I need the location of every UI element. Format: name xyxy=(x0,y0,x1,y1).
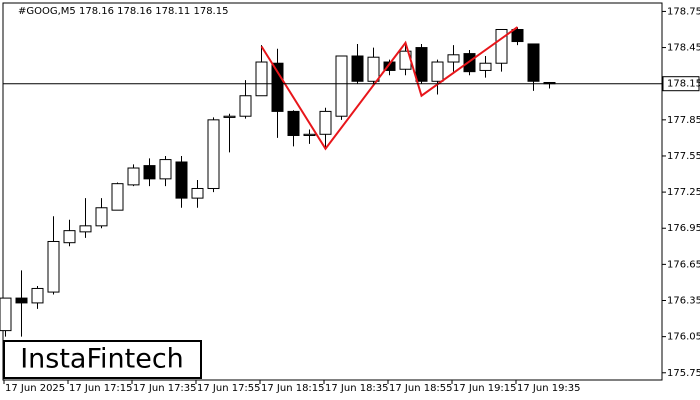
price-label: 178.15 xyxy=(667,79,700,90)
y-tick-label: 178.75 xyxy=(667,6,700,17)
candle-body xyxy=(447,54,460,63)
y-tick-label: 177.85 xyxy=(667,115,700,126)
watermark-box xyxy=(3,340,202,379)
candle-body xyxy=(111,183,124,211)
candle-body xyxy=(479,62,492,71)
plot-frame xyxy=(2,2,663,381)
x-tick-label: 17 Jun 17:35 xyxy=(133,383,197,394)
x-tick-label: 17 Jun 17:15 xyxy=(69,383,133,394)
candle-body xyxy=(31,287,44,304)
candle-body xyxy=(319,110,332,135)
y-tick-label: 176.65 xyxy=(667,259,700,270)
y-tick-label: 175.75 xyxy=(667,368,700,379)
candle-body xyxy=(255,61,268,97)
candle-body xyxy=(79,225,92,233)
candle-body xyxy=(335,55,348,117)
candle-body xyxy=(175,161,188,199)
candle-body xyxy=(207,119,220,189)
chart-title: #GOOG,M5 178.16 178.16 178.11 178.15 xyxy=(18,6,228,17)
candle-body xyxy=(271,62,284,112)
candle-body xyxy=(15,297,28,304)
x-tick-label: 17 Jun 18:35 xyxy=(325,383,389,394)
y-tick-label: 176.05 xyxy=(667,332,700,343)
x-tick-label: 17 Jun 18:15 xyxy=(261,383,325,394)
candle-body xyxy=(47,240,60,293)
x-tick-label: 17 Jun 2025 xyxy=(5,383,65,394)
watermark: InstaFintech xyxy=(20,344,184,375)
candle-body xyxy=(223,115,236,118)
candle-body xyxy=(367,56,380,82)
candle-body xyxy=(95,207,108,227)
y-tick-label: 176.35 xyxy=(667,296,700,307)
y-tick-label: 177.25 xyxy=(667,187,700,198)
candle-body xyxy=(159,159,172,180)
candle-body xyxy=(527,43,540,82)
price-label-box xyxy=(662,76,700,92)
x-tick-label: 17 Jun 17:55 xyxy=(197,383,261,394)
candle-body xyxy=(0,297,12,332)
x-tick-label: 17 Jun 19:15 xyxy=(453,383,517,394)
candle-body xyxy=(415,47,428,82)
candle-body xyxy=(287,110,300,136)
x-tick-label: 17 Jun 19:35 xyxy=(517,383,581,394)
candle-body xyxy=(495,28,508,64)
y-tick-label: 176.95 xyxy=(667,223,700,234)
candle-body xyxy=(191,187,204,199)
candle-body xyxy=(511,28,524,43)
y-tick-label: 177.55 xyxy=(667,151,700,162)
candle-body xyxy=(351,55,364,82)
x-tick-label: 17 Jun 18:55 xyxy=(389,383,453,394)
candle-body xyxy=(127,167,140,186)
candle-body xyxy=(431,61,444,82)
candle-body xyxy=(143,165,156,180)
pattern-line xyxy=(260,26,519,151)
candle-body xyxy=(239,95,252,117)
candle-body xyxy=(303,133,316,136)
candle-body xyxy=(383,61,396,71)
y-tick-label: 178.45 xyxy=(667,43,700,54)
candle-body xyxy=(63,230,76,244)
